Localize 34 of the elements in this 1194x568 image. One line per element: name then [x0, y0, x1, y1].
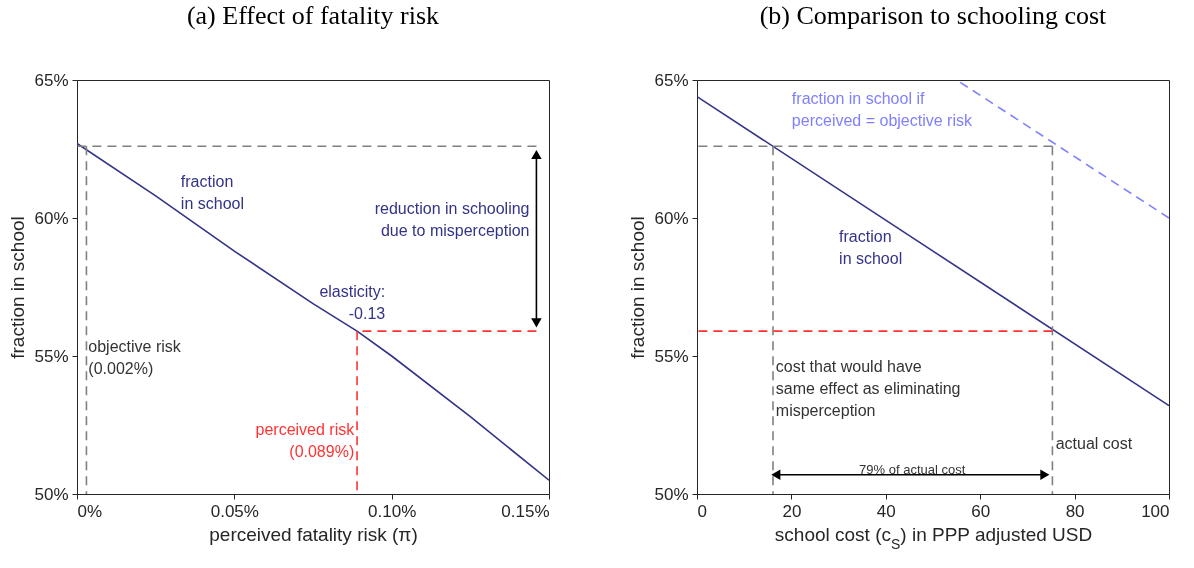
- x-axis-title: perceived fatality risk (π): [209, 523, 418, 545]
- annotation: fraction in school: [839, 228, 903, 268]
- y-axis-title: fraction in school: [7, 216, 29, 359]
- chart-title: (a) Effect of fatality risk: [186, 1, 440, 30]
- annotation: reduction in schooling due to misperception: [374, 200, 530, 240]
- x-tick-label: 0.05%: [210, 501, 259, 521]
- y-axis-title: fraction in school: [627, 216, 649, 359]
- y-tick-label: 60%: [654, 208, 689, 228]
- annotation: actual cost: [1055, 435, 1133, 453]
- annotation: fraction in school: [180, 172, 244, 212]
- x-tick-label: 100: [1141, 501, 1170, 521]
- y-tick-label: 60%: [34, 208, 69, 228]
- y-tick-label: 50%: [654, 484, 689, 504]
- x-axis-title: school cost (c$_{S}$) in PPP adjusted USD: [774, 523, 1093, 552]
- y-tick-label: 50%: [34, 484, 69, 504]
- x-tick-label: 80: [1065, 501, 1085, 521]
- annotation: cost that would have same effect as eliminating misperception: [775, 357, 961, 419]
- x-tick-label: 0.10%: [368, 501, 417, 521]
- y-tick-label: 65%: [654, 70, 689, 90]
- annotation: objective risk (0.002%): [88, 338, 182, 378]
- x-tick-label: 40: [876, 501, 896, 521]
- x-tick-label: 0.15%: [501, 501, 550, 521]
- y-tick-label: 55%: [34, 346, 69, 366]
- annotation: 79% of actual cost: [859, 461, 966, 477]
- y-tick-label: 55%: [654, 346, 689, 366]
- annotation: fraction in school if perceived = objective risk: [791, 90, 973, 130]
- annotation: elasticity: -0.13: [319, 283, 386, 323]
- x-tick-label: 0%: [77, 501, 103, 521]
- x-tick-label: 0: [697, 501, 707, 521]
- x-tick-label: 60: [971, 501, 991, 521]
- chart-title: (b) Comparison to schooling cost: [759, 1, 1108, 30]
- x-tick-label: 20: [782, 501, 802, 521]
- y-tick-label: 65%: [34, 70, 69, 90]
- annotation: perceived risk (0.089%): [255, 421, 356, 461]
